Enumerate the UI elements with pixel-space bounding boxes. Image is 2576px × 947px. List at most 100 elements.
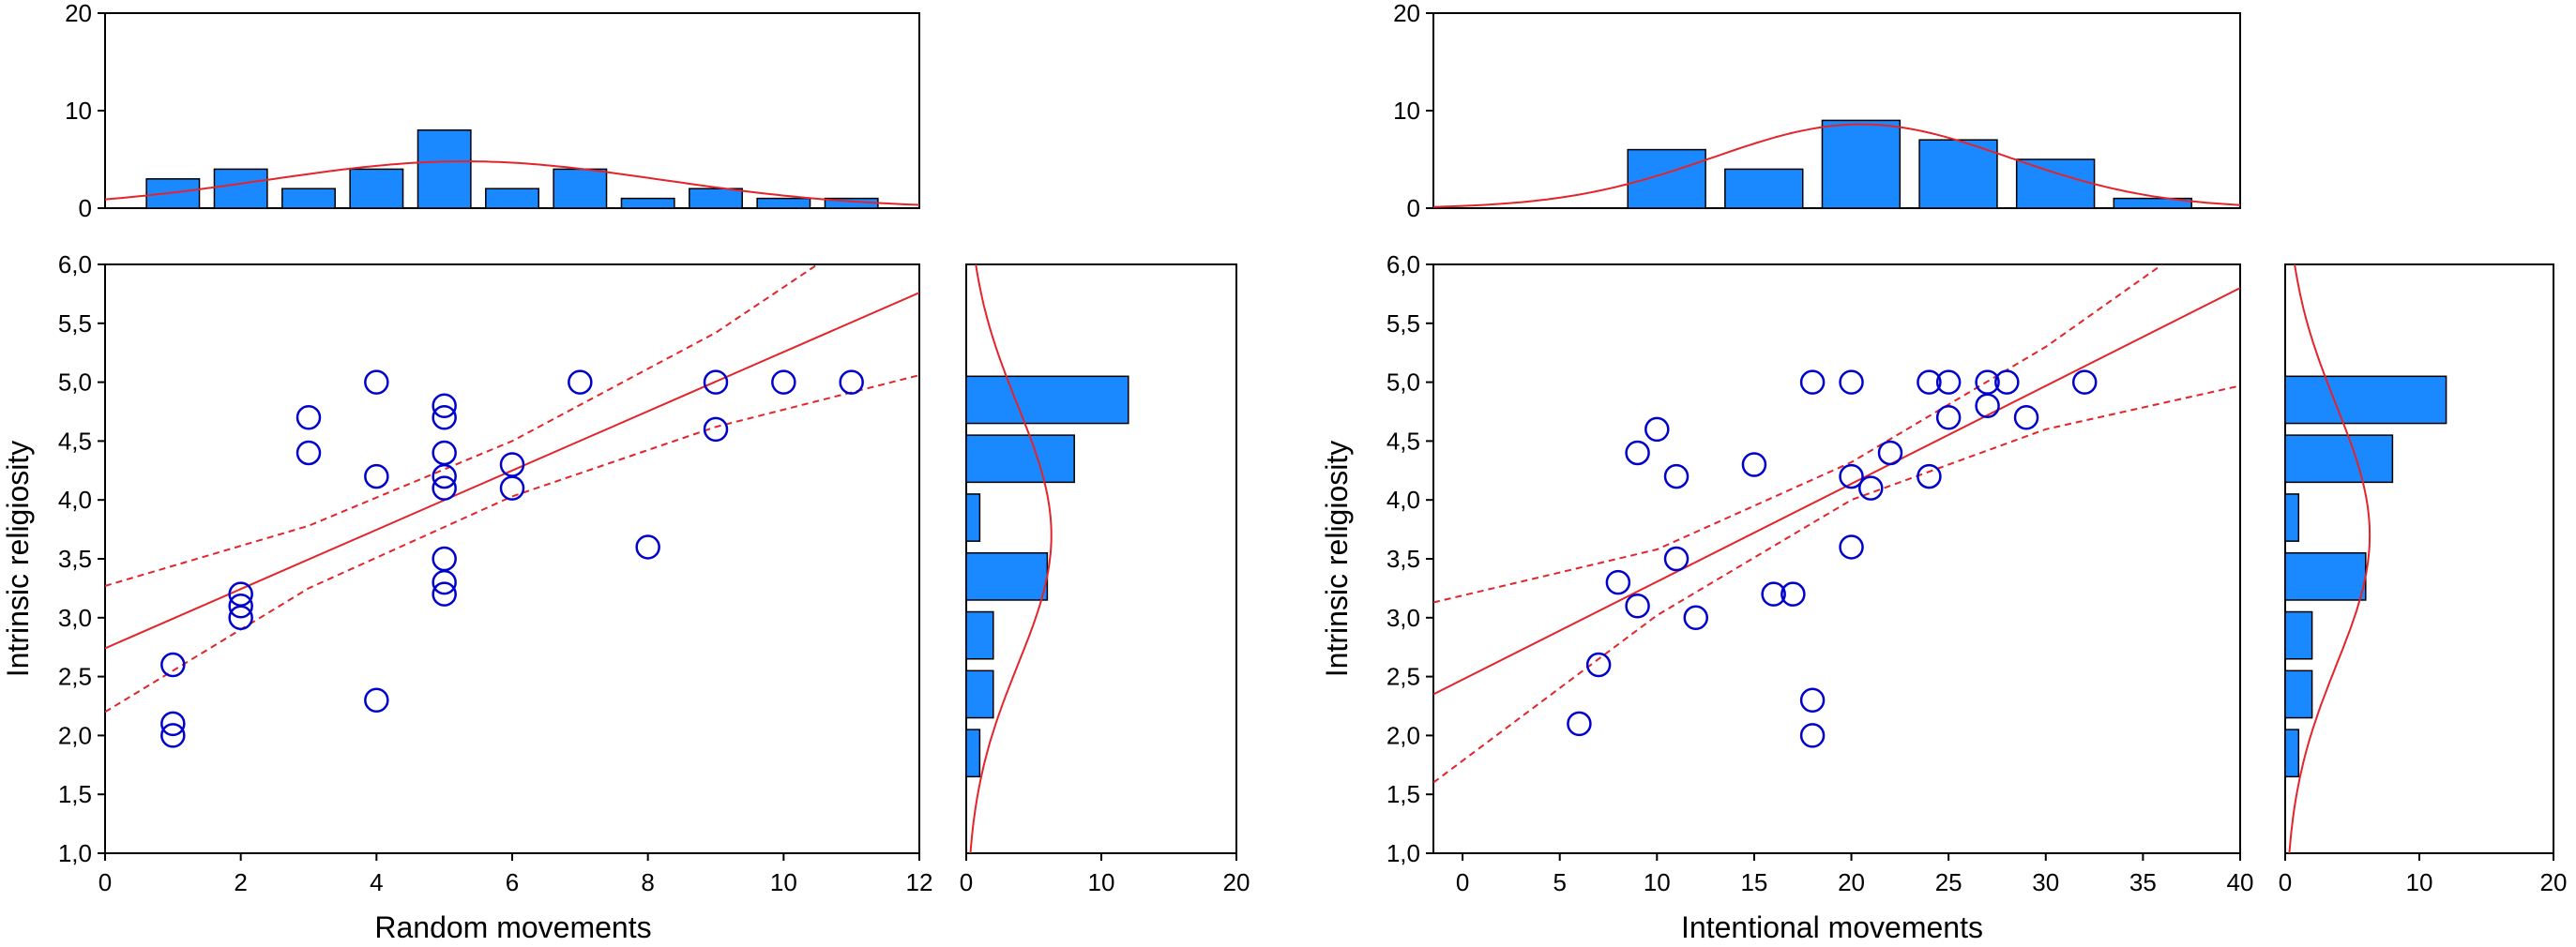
side-histogram-bar <box>965 610 994 660</box>
y-tick-label: 5,5 <box>1386 309 1420 338</box>
x-tick-label: 15 <box>1740 868 1767 896</box>
data-point <box>2071 369 2098 395</box>
data-point <box>1935 405 1962 430</box>
side-histogram-bar <box>2284 610 2313 660</box>
y-tick-label: 6,0 <box>1386 250 1420 278</box>
top-histogram-bar <box>756 197 811 209</box>
top-normal-curve <box>1432 123 2241 208</box>
x-tick-label: 40 <box>2227 868 2254 896</box>
data-point <box>364 463 389 489</box>
data-point <box>1917 463 1942 489</box>
x-tick-label: 30 <box>2032 868 2059 896</box>
x-tick-label: 0 <box>98 868 112 896</box>
data-point <box>1761 581 1786 607</box>
side-histogram-bar <box>2284 669 2313 719</box>
top-y-tick-label: 20 <box>1393 0 1420 27</box>
top-histogram-bar <box>1821 119 1902 209</box>
side-x-tick-label: 0 <box>960 868 973 896</box>
intentional-movements-scatter: 1,0 1,5 2,0 2,5 3,0 3,5 4,0 4,5 5,0 5,5 6,0 0 5 10 15 2… <box>1386 250 2254 896</box>
side-normal-curve <box>969 264 1053 853</box>
data-point <box>1877 440 1903 466</box>
data-point <box>295 440 322 466</box>
y-tick-label: 2,0 <box>1386 721 1420 749</box>
y-tick-label: 3,0 <box>58 604 92 632</box>
confidence-band-upper <box>1433 264 2163 604</box>
x-tick-label: 12 <box>906 868 933 896</box>
data-point <box>1663 463 1690 489</box>
data-point <box>1741 452 1767 477</box>
y-tick-label: 2,5 <box>58 663 92 691</box>
data-point <box>364 687 389 713</box>
side-histogram-bar <box>2284 729 2300 778</box>
y-axis-label-right: Intrinsic religiosity <box>1320 441 1354 678</box>
confidence-band-lower <box>1433 384 2240 784</box>
random-movements-top-histogram: 0 10 20 <box>65 0 920 222</box>
y-tick-label: 4,0 <box>58 486 92 514</box>
data-point <box>1663 546 1690 572</box>
y-tick-label: 4,5 <box>1386 427 1420 455</box>
y-tick-label: 5,0 <box>1386 368 1420 397</box>
top-histogram-bar <box>417 129 472 209</box>
data-point <box>703 416 729 443</box>
top-normal-curve <box>104 160 920 206</box>
data-point <box>1975 393 2000 418</box>
y-tick-label: 5,0 <box>58 368 92 397</box>
data-point <box>432 569 457 595</box>
y-tick-label: 3,5 <box>1386 545 1420 573</box>
data-point <box>1799 723 1826 748</box>
intentional-movements-top-histogram: 0 10 20 <box>1393 0 2241 222</box>
x-axis-label-intentional-movements: Intentional movements <box>1681 910 1983 944</box>
top-histogram-bar <box>2113 197 2192 209</box>
data-point <box>1917 369 1942 395</box>
data-point <box>1935 369 1962 395</box>
side-x-tick-label: 0 <box>2279 868 2292 896</box>
random-movements-side-histogram: 0 10 20 <box>960 263 1250 896</box>
data-point <box>771 369 796 395</box>
top-y-tick-label: 0 <box>1407 194 1420 222</box>
top-y-tick-label: 10 <box>65 97 92 125</box>
y-tick-label: 1,0 <box>1386 839 1420 867</box>
y-tick-label: 2,5 <box>1386 663 1420 691</box>
y-tick-label: 1,5 <box>58 780 92 808</box>
y-tick-label: 4,0 <box>1386 486 1420 514</box>
data-point <box>295 405 322 430</box>
top-histogram-bar <box>1724 168 1804 209</box>
side-histogram-bar <box>2284 434 2394 484</box>
data-point <box>1858 475 1884 501</box>
data-point <box>2013 405 2039 430</box>
data-point <box>839 369 864 395</box>
data-point <box>568 369 593 395</box>
top-histogram-bar <box>689 188 743 209</box>
data-point <box>364 369 389 395</box>
data-point <box>1799 369 1826 395</box>
x-tick-label: 2 <box>234 868 247 896</box>
data-point <box>432 405 457 430</box>
regression-line <box>105 292 919 650</box>
data-point <box>1567 711 1592 737</box>
data-point <box>1625 440 1650 466</box>
data-point <box>228 593 253 619</box>
data-point <box>228 605 253 631</box>
side-x-tick-label: 20 <box>2540 868 2568 896</box>
y-tick-label: 6,0 <box>58 250 92 278</box>
x-tick-label: 25 <box>1935 868 1962 896</box>
y-tick-label: 3,0 <box>1386 604 1420 632</box>
top-histogram-bar <box>553 168 608 209</box>
plot-area <box>105 264 919 748</box>
x-axis-label-random-movements: Random movements <box>374 910 651 944</box>
top-histogram-bar <box>349 168 404 209</box>
data-point <box>160 652 186 678</box>
data-point <box>1839 369 1864 395</box>
side-histogram-bar <box>965 729 981 778</box>
y-tick-label: 4,5 <box>58 427 92 455</box>
side-histogram-bar <box>965 669 994 719</box>
data-point <box>160 711 186 737</box>
top-histogram-bar <box>2015 158 2096 209</box>
top-histogram-bar <box>1627 148 1706 209</box>
top-histogram-bar <box>485 188 539 209</box>
x-tick-label: 20 <box>1838 868 1865 896</box>
x-tick-label: 10 <box>770 868 797 896</box>
side-x-tick-label: 10 <box>2406 868 2433 896</box>
side-histogram-bar <box>965 375 1129 425</box>
data-point <box>432 581 457 607</box>
